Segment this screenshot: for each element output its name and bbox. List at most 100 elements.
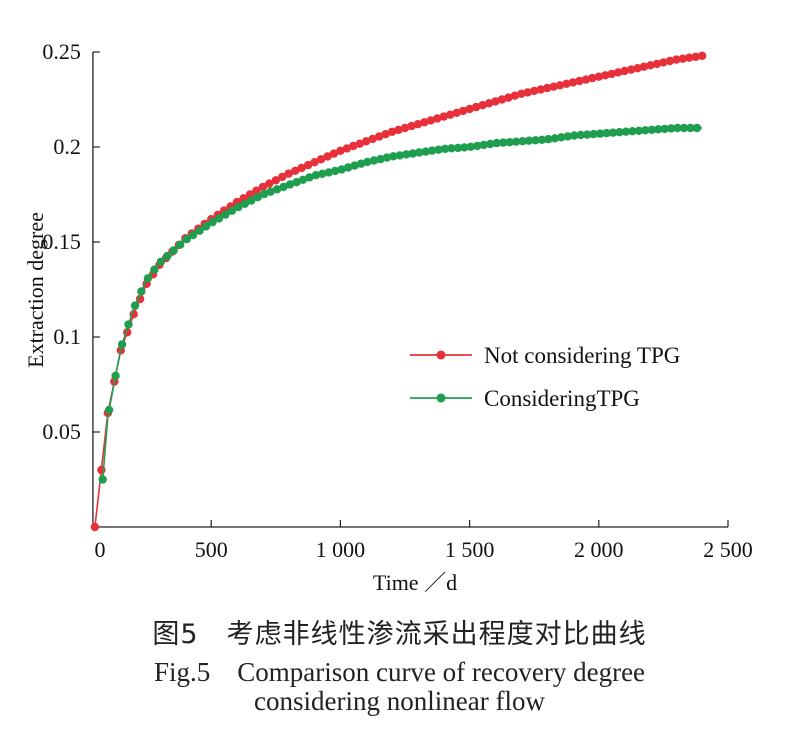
data-point xyxy=(465,104,474,114)
data-point xyxy=(458,106,468,116)
data-point xyxy=(420,118,429,127)
data-point xyxy=(135,294,145,304)
data-point xyxy=(698,51,707,60)
data-point xyxy=(510,91,519,100)
data-point xyxy=(608,128,618,137)
y-tick-label: 0.2 xyxy=(53,134,81,159)
data-point xyxy=(265,179,274,188)
series-1 xyxy=(90,51,707,532)
line-chart: 0 500 1 000 1 500 2 000 2 500 0.05 0.1 0.15 0.2 0.… xyxy=(23,39,753,595)
data-point xyxy=(602,128,611,138)
data-point xyxy=(252,186,261,195)
series-layer xyxy=(90,51,707,532)
data-point xyxy=(505,138,514,147)
data-point xyxy=(460,143,469,152)
data-point xyxy=(524,136,534,145)
data-point xyxy=(292,178,301,187)
data-point xyxy=(685,53,694,62)
data-point xyxy=(208,218,217,227)
data-point xyxy=(679,123,689,133)
data-point xyxy=(497,95,507,104)
data-point xyxy=(169,246,178,255)
data-point xyxy=(434,145,443,154)
x-tick-label: 500 xyxy=(195,537,228,562)
data-point xyxy=(389,152,398,161)
data-point xyxy=(639,62,649,71)
data-point xyxy=(130,301,140,310)
data-point xyxy=(607,69,616,79)
data-point xyxy=(111,371,120,380)
data-point xyxy=(221,210,230,219)
data-point xyxy=(402,150,411,159)
data-point xyxy=(531,136,540,145)
data-point xyxy=(195,226,204,235)
data-point xyxy=(589,129,598,139)
data-point xyxy=(557,133,566,142)
y-tick-label: 0.05 xyxy=(42,419,81,444)
y-axis-title: Extraction degree xyxy=(23,212,48,368)
data-point xyxy=(98,475,107,484)
legend-item-2: ConsideringTPG xyxy=(410,386,640,411)
y-tick-label: 0.15 xyxy=(42,229,81,254)
y-tick-label: 0.1 xyxy=(53,324,81,349)
data-point xyxy=(150,265,159,274)
data-point xyxy=(673,123,682,133)
data-point xyxy=(433,114,442,123)
data-point xyxy=(272,185,282,194)
data-point xyxy=(291,166,300,175)
data-point xyxy=(336,146,345,155)
data-point xyxy=(562,79,571,89)
data-point xyxy=(156,257,165,266)
data-point xyxy=(355,139,364,148)
data-point xyxy=(240,199,249,208)
data-point xyxy=(484,99,494,108)
data-point xyxy=(303,160,313,170)
legend-label: Not considering TPG xyxy=(484,343,680,368)
data-point xyxy=(473,141,482,151)
data-point xyxy=(542,83,552,93)
data-point xyxy=(544,135,553,144)
data-point xyxy=(628,127,637,136)
data-point xyxy=(368,134,377,144)
data-point xyxy=(517,89,526,99)
data-point xyxy=(253,193,262,202)
data-point xyxy=(692,123,702,133)
data-point xyxy=(614,68,623,77)
data-point xyxy=(227,206,237,215)
data-point xyxy=(440,144,450,153)
x-tick-label: 1 500 xyxy=(445,537,495,562)
data-point xyxy=(278,172,287,182)
data-point xyxy=(356,159,366,168)
data-point xyxy=(453,143,463,153)
data-point xyxy=(660,124,669,134)
data-point xyxy=(395,151,404,160)
data-point xyxy=(234,202,243,212)
data-point xyxy=(163,251,172,261)
data-point xyxy=(297,163,306,173)
data-point xyxy=(672,55,681,64)
data-point xyxy=(665,56,675,66)
legend-label: ConsideringTPG xyxy=(484,386,640,411)
data-point xyxy=(137,287,146,296)
data-point xyxy=(568,78,578,87)
data-point xyxy=(349,141,358,151)
series-2 xyxy=(98,123,703,484)
data-point xyxy=(652,59,662,69)
data-point xyxy=(176,240,185,249)
data-point xyxy=(369,156,379,165)
data-point xyxy=(117,340,127,349)
data-point xyxy=(258,182,268,192)
data-point xyxy=(634,126,644,135)
data-point xyxy=(323,152,332,161)
data-point xyxy=(143,274,153,283)
data-point xyxy=(626,65,636,74)
data-point xyxy=(329,149,339,158)
data-point xyxy=(691,52,700,61)
x-tick-label: 1 000 xyxy=(316,537,366,562)
data-point xyxy=(311,171,321,180)
data-point xyxy=(439,112,448,121)
data-point xyxy=(641,126,650,135)
data-point xyxy=(452,108,461,118)
data-point xyxy=(421,147,430,156)
data-point xyxy=(667,124,676,133)
